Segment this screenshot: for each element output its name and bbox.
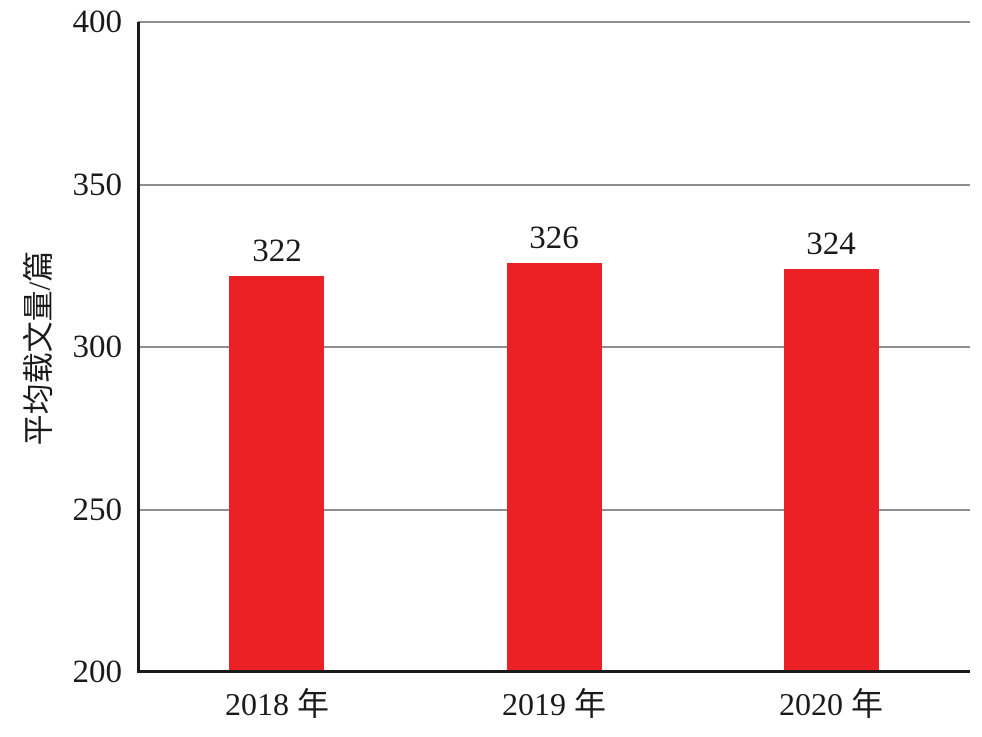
bar-value-label: 326 bbox=[529, 219, 579, 256]
y-axis-line bbox=[137, 22, 140, 673]
y-tick-label: 200 bbox=[72, 654, 123, 690]
bar-value-label: 322 bbox=[252, 232, 302, 269]
gridline-y-400 bbox=[138, 21, 970, 23]
bar bbox=[784, 269, 879, 670]
bar bbox=[229, 275, 324, 670]
y-tick-label: 250 bbox=[72, 491, 123, 528]
gridline-y-350 bbox=[138, 183, 970, 186]
bar-value-label: 324 bbox=[806, 226, 856, 262]
y-tick-label: 300 bbox=[72, 329, 123, 365]
bar bbox=[507, 262, 602, 670]
y-tick-label: 400 bbox=[72, 4, 123, 40]
y-tick-label: 350 bbox=[72, 166, 123, 203]
x-axis-line bbox=[137, 670, 970, 673]
x-tick-label: 2020 年 bbox=[778, 686, 883, 722]
x-tick-label: 2018 年 bbox=[224, 686, 329, 722]
x-tick-label: 2019 年 bbox=[501, 686, 606, 722]
